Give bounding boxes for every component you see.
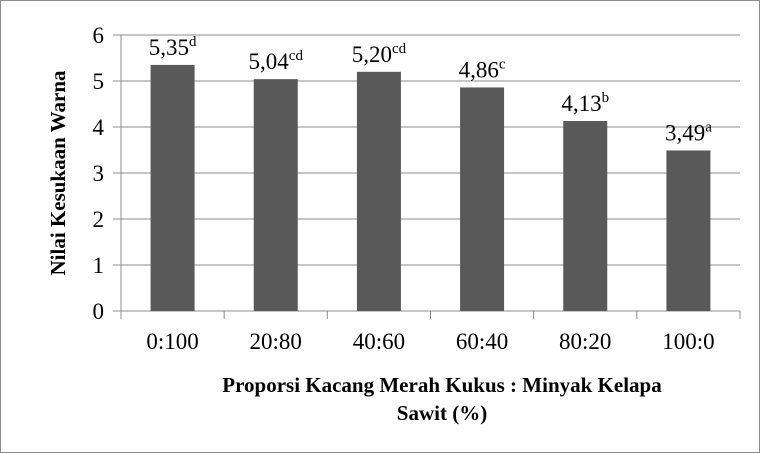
y-tick-label: 1: [93, 253, 105, 278]
y-tick-labels: 0 1 2 3 4 5 6: [93, 23, 105, 324]
y-tick-label: 6: [93, 23, 105, 48]
bar: [150, 64, 195, 312]
data-label: 3,49a: [665, 119, 712, 145]
y-axis-title: Nilai Kesukaan Warna: [46, 70, 70, 275]
data-label: 5,35d: [149, 34, 197, 60]
y-tick-label: 5: [93, 69, 105, 94]
bars: [150, 64, 711, 312]
y-tick-label: 0: [93, 299, 105, 324]
x-axis-title-line2: Sawit (%): [397, 401, 487, 425]
gridlines: [113, 34, 741, 319]
x-tick-label: 40:60: [353, 329, 405, 354]
x-tick-label: 100:0: [662, 329, 714, 354]
x-tick-label: 0:100: [146, 329, 198, 354]
data-label: 4,86c: [459, 56, 506, 82]
data-labels: 5,35d 5,04cd 5,20cd 4,86c 4,13b 3,49a: [149, 34, 712, 146]
y-tick-label: 4: [93, 115, 105, 140]
bar: [460, 87, 505, 311]
y-tick-label: 2: [93, 207, 105, 232]
data-label: 5,04cd: [249, 48, 304, 74]
bar: [563, 121, 608, 312]
x-tick-label: 60:40: [456, 329, 508, 354]
y-tick-label: 3: [93, 161, 105, 186]
data-label: 4,13b: [561, 90, 609, 116]
x-axis-title-line1: Proporsi Kacang Merah Kukus : Minyak Kel…: [222, 373, 662, 397]
bar: [253, 79, 298, 311]
x-tick-label: 20:80: [250, 329, 302, 354]
bar: [356, 71, 401, 311]
x-tick-label: 80:20: [559, 329, 611, 354]
x-tick-labels: 0:100 20:80 40:60 60:40 80:20 100:0: [146, 329, 714, 354]
bar: [666, 150, 711, 311]
data-label: 5,20cd: [352, 41, 407, 67]
